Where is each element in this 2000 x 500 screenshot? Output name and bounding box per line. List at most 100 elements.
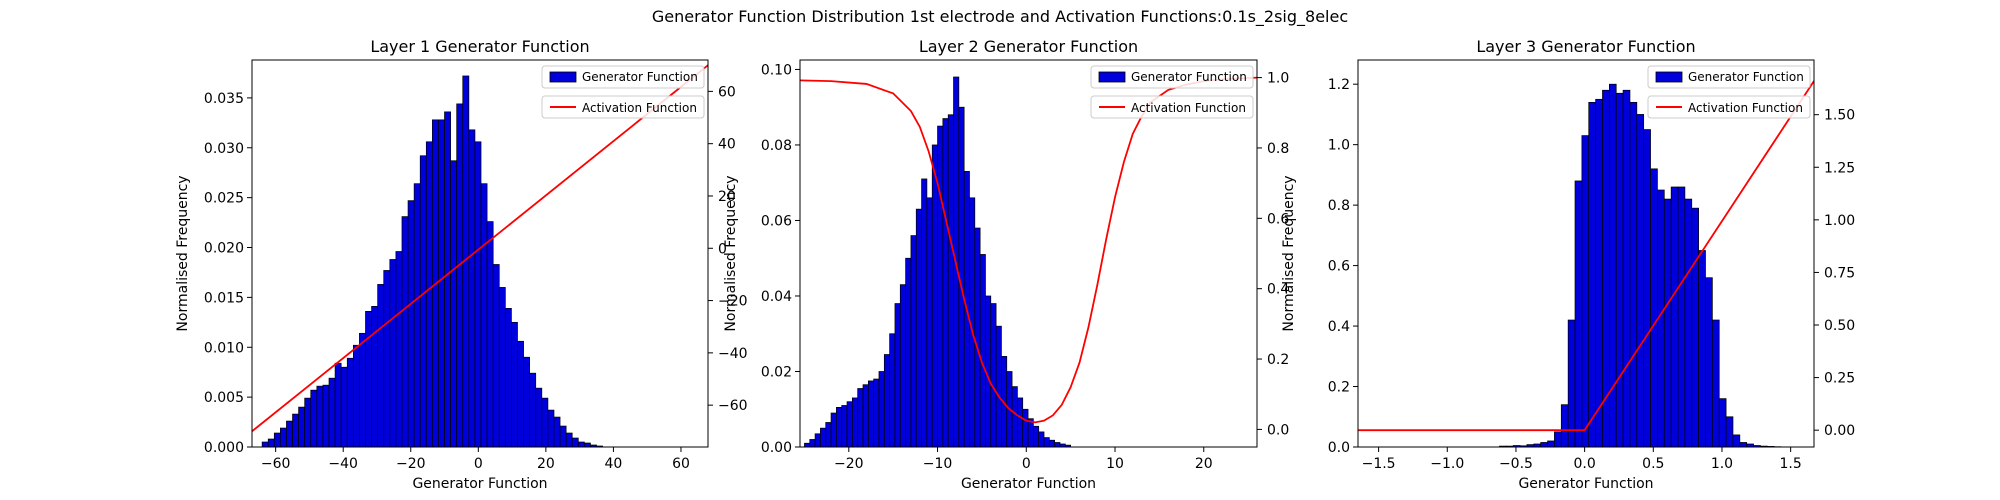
histogram-bar (1684, 198, 1693, 447)
y-axis-label: Normalised Frequency (723, 175, 739, 331)
histogram-bar (401, 216, 409, 447)
legend-entry-activation-function: Activation Function (541, 95, 705, 119)
histogram-bar (820, 427, 827, 447)
y-tick-label: 0.00 (761, 440, 792, 456)
histogram-bar (814, 433, 821, 447)
histogram-bar (1629, 101, 1638, 447)
histogram-bar (852, 397, 859, 447)
histogram-bar (809, 439, 816, 447)
histogram-bar (280, 427, 287, 447)
histogram-bar (1038, 431, 1045, 447)
histogram-bar (974, 227, 981, 447)
histogram-bar (310, 389, 318, 447)
y2-tick-label: −20 (718, 294, 748, 310)
histogram-bar (559, 425, 567, 447)
x-tick-label: −10 (923, 456, 953, 472)
panel-2: −20 −10 0 10 20 0.00 0.02 0.04 0.06 0.08 0.10 0.0 0.… (723, 37, 1289, 492)
x-tick-label: 0.5 (1642, 456, 1664, 472)
legend-swatch-bar (1098, 71, 1126, 83)
histogram-bar (456, 103, 464, 447)
legend-box (541, 65, 705, 89)
histogram-bars (1499, 83, 1782, 447)
y-tick-label: 0.4 (1328, 319, 1350, 335)
activation-function-line (252, 64, 708, 433)
histogram-bar (535, 387, 543, 447)
x-tick-label: 20 (537, 456, 555, 472)
histogram-bar (905, 257, 912, 447)
histogram-bar (1022, 408, 1029, 447)
y-tick-label: 1.2 (1328, 77, 1350, 93)
legend-box (1090, 65, 1254, 89)
legend-entry-activation-function: Activation Function (1647, 95, 1811, 119)
histogram-bar (541, 397, 549, 447)
histogram-bar (346, 357, 354, 447)
panel-title: Layer 3 Generator Function (1476, 37, 1695, 56)
histogram-bar (1615, 92, 1624, 447)
histogram-bar (878, 371, 885, 447)
y2-tick-label: 0.2 (1267, 352, 1289, 368)
y-tick-label: 0.025 (204, 191, 244, 207)
histogram-bars (804, 76, 1072, 447)
y2-tick-label: 0.4 (1267, 282, 1289, 298)
histogram-bar (1554, 431, 1562, 447)
legend-box (1647, 65, 1811, 89)
y2-tick-label: 0.00 (1824, 423, 1855, 439)
y-tick-label: 0.8 (1328, 198, 1350, 214)
histogram-bar (862, 384, 869, 447)
histogram-bar (419, 155, 427, 447)
histogram-bar (334, 362, 342, 447)
x-tick-label: −40 (328, 456, 358, 472)
histogram-bar (836, 407, 843, 447)
histogram-bar (1670, 186, 1679, 447)
histogram-bar (316, 385, 324, 447)
x-tick-label: 1.0 (1711, 456, 1733, 472)
histogram-bar (947, 114, 954, 447)
x-axis-label: Generator Function (1518, 476, 1653, 492)
panel-title: Layer 1 Generator Function (370, 37, 589, 56)
histogram-bar (915, 208, 922, 447)
y-tick-label: 0.0 (1328, 440, 1350, 456)
histogram-bar (1643, 129, 1651, 447)
histogram-bar (804, 442, 811, 447)
y-tick-label: 0.02 (761, 364, 792, 380)
histogram-bar (504, 308, 512, 447)
histogram-bar (841, 405, 848, 447)
y-tick-label: 1.0 (1328, 138, 1350, 154)
histogram-bar (547, 409, 555, 447)
x-axis-label: Generator Function (961, 476, 1096, 492)
legend-box (1090, 95, 1254, 119)
histogram-bar (942, 118, 949, 447)
plot-frame (799, 59, 1258, 448)
legend-entry-activation-function: Activation Function (1090, 95, 1254, 119)
histogram-bar (511, 321, 518, 447)
y-tick-label: 0.015 (204, 290, 244, 306)
histogram-bar (1043, 437, 1050, 447)
histogram-bar (846, 401, 853, 447)
legend-box (1647, 95, 1811, 119)
histogram-bar (883, 354, 890, 447)
y-axis-label: Normalised Frequency (1281, 175, 1297, 331)
legend-swatch-bar (549, 71, 577, 83)
histogram-bar (425, 141, 433, 447)
histogram-bar (1636, 114, 1645, 447)
histogram-bar (571, 437, 579, 447)
histogram-bar (1049, 439, 1056, 447)
histogram-bar (395, 251, 403, 447)
histogram-bar (1560, 404, 1569, 447)
y2-tick-label: 40 (718, 137, 736, 153)
y-tick-label: 0.030 (204, 141, 244, 157)
histogram-bar (873, 378, 880, 447)
histogram-bar (979, 254, 986, 447)
histogram-bar (413, 183, 421, 447)
y2-tick-label: 1.25 (1824, 160, 1855, 176)
histogram-bar (450, 160, 458, 447)
legend-label: Generator Function (1131, 70, 1247, 84)
y-axis-label: Normalised Frequency (175, 175, 191, 331)
histogram-bar (298, 406, 306, 447)
legend-entry-generator-function: Generator Function (1647, 65, 1811, 89)
histogram-bar (1705, 277, 1713, 447)
y-tick-label: 0.000 (204, 440, 244, 456)
panel-title: Layer 2 Generator Function (919, 37, 1138, 56)
y-tick-label: 0.04 (761, 289, 792, 305)
y2-tick-label: 0.50 (1824, 318, 1855, 334)
